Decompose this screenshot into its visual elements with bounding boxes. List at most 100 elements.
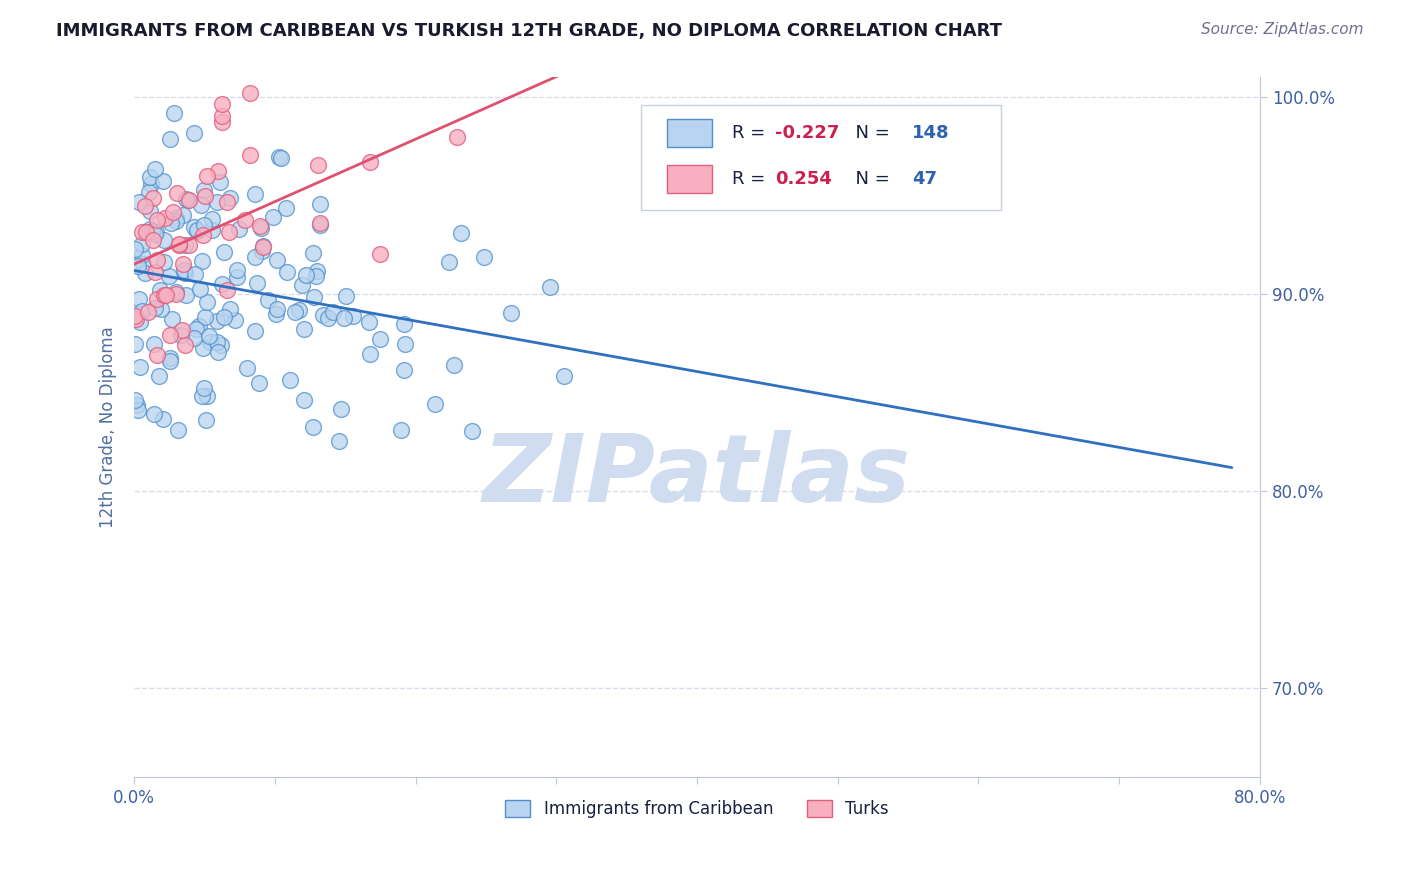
Point (163, 106, 186, 120)
Y-axis label: 12th Grade, No Diploma: 12th Grade, No Diploma (100, 326, 117, 528)
Point (165, 287, 187, 301)
Point (195, 169, 218, 183)
Point (392, 363, 415, 377)
Point (186, 224, 208, 238)
Point (357, 315, 380, 329)
Point (125, 312, 148, 326)
Point (217, 194, 239, 209)
Text: N =: N = (845, 169, 896, 188)
Point (143, 408, 166, 422)
Point (236, 360, 259, 375)
Point (188, 282, 211, 296)
Point (127, 403, 149, 417)
Point (266, 301, 288, 316)
Point (321, 304, 343, 318)
Point (218, 225, 240, 239)
Text: 148: 148 (912, 124, 949, 143)
Point (128, 292, 150, 306)
Point (143, 265, 166, 279)
Point (145, 348, 167, 362)
Point (139, 169, 162, 184)
Point (152, 288, 174, 302)
Bar (666, 120, 711, 147)
Point (252, 238, 274, 252)
Point (330, 401, 353, 416)
Point (173, 237, 195, 252)
Point (276, 201, 298, 215)
Point (195, 295, 218, 310)
Point (155, 288, 177, 302)
Point (198, 334, 221, 349)
Point (207, 164, 229, 178)
Point (226, 269, 249, 284)
Point (228, 222, 250, 236)
Point (193, 227, 215, 242)
Legend: Immigrants from Caribbean, Turks: Immigrants from Caribbean, Turks (499, 793, 896, 824)
Point (128, 195, 150, 210)
Point (307, 264, 329, 278)
Point (162, 311, 184, 326)
Point (166, 186, 188, 200)
Point (207, 335, 229, 350)
Point (243, 324, 266, 338)
Point (172, 323, 194, 337)
Point (146, 212, 169, 227)
Point (446, 129, 468, 144)
Point (172, 208, 194, 222)
Point (437, 255, 460, 269)
Text: R =: R = (733, 124, 770, 143)
Point (211, 96, 233, 111)
Point (195, 389, 218, 403)
Point (136, 305, 159, 319)
Point (177, 193, 200, 207)
Point (208, 175, 231, 189)
Text: 0.254: 0.254 (775, 169, 831, 188)
Point (257, 293, 280, 307)
Point (131, 236, 153, 251)
Point (368, 332, 391, 346)
Point (124, 243, 146, 257)
Point (139, 203, 162, 218)
Point (191, 253, 214, 268)
Text: ZIPatlas: ZIPatlas (482, 430, 911, 522)
Point (460, 424, 482, 438)
Point (142, 191, 165, 205)
Point (302, 420, 325, 434)
Text: IMMIGRANTS FROM CARIBBEAN VS TURKISH 12TH GRADE, NO DIPLOMA CORRELATION CHART: IMMIGRANTS FROM CARIBBEAN VS TURKISH 12T… (56, 22, 1002, 40)
Point (207, 313, 229, 327)
Point (211, 110, 233, 124)
Point (212, 310, 235, 324)
Point (211, 115, 233, 129)
Point (239, 87, 262, 101)
Point (201, 211, 224, 226)
Point (149, 283, 172, 297)
Point (302, 290, 325, 304)
Point (212, 245, 235, 260)
Point (328, 434, 350, 448)
Point (145, 225, 167, 239)
Point (186, 223, 208, 237)
Point (139, 177, 162, 191)
Point (267, 151, 290, 165)
Point (143, 161, 166, 176)
Point (307, 158, 329, 172)
Point (308, 197, 330, 211)
Point (173, 263, 195, 277)
Point (243, 187, 266, 202)
Point (262, 211, 284, 225)
Point (392, 317, 415, 331)
Point (152, 255, 174, 269)
Point (247, 376, 270, 391)
Point (389, 423, 412, 437)
Point (308, 218, 330, 232)
Point (165, 213, 187, 227)
Point (145, 292, 167, 306)
Point (239, 148, 262, 162)
Point (131, 248, 153, 262)
Point (138, 185, 160, 199)
Point (134, 266, 156, 280)
Point (249, 219, 271, 233)
Text: 47: 47 (912, 169, 936, 188)
Point (193, 218, 215, 232)
Point (152, 174, 174, 188)
